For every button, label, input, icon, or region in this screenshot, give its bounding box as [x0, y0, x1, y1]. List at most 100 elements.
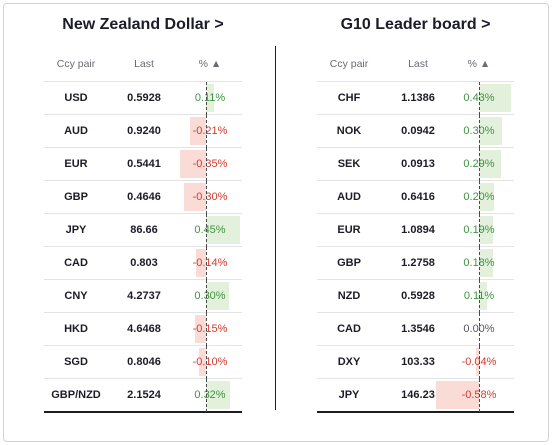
- table-row[interactable]: AUD 0.6416 0.20%: [317, 180, 514, 214]
- zero-baseline: [479, 280, 480, 313]
- last-price-cell: 1.2758: [401, 257, 435, 269]
- col-header-pct-sort[interactable]: % ▲: [198, 58, 222, 70]
- change-bar: [435, 381, 479, 409]
- ccy-pair-cell[interactable]: EUR: [337, 224, 361, 236]
- pct-change-cell: -0.30%: [192, 191, 228, 203]
- change-bar: [479, 150, 501, 178]
- rates-table-nzd: USD 0.5928 0.11% AUD 0.9240 -0.21% EUR 0.5441 -0…: [44, 81, 242, 413]
- change-bar: [195, 249, 206, 277]
- last-price-cell: 0.6416: [401, 191, 435, 203]
- last-price-cell: 86.66: [130, 224, 158, 236]
- table-row[interactable]: DXY 103.33 -0.04%: [317, 345, 514, 379]
- zero-baseline: [206, 379, 207, 412]
- widget-frame: New Zealand Dollar > Ccy pair Last % ▲ U…: [3, 3, 549, 442]
- last-price-cell: 1.0894: [401, 224, 435, 236]
- table-row[interactable]: CAD 0.803 -0.14%: [44, 246, 242, 280]
- ccy-pair-cell[interactable]: NOK: [336, 125, 362, 137]
- change-bar: [479, 282, 488, 310]
- ccy-pair-cell[interactable]: NZD: [337, 290, 361, 302]
- change-bar: [190, 117, 206, 145]
- col-header-pct-sort[interactable]: % ▲: [467, 58, 491, 70]
- ccy-pair-cell[interactable]: CHF: [337, 92, 361, 104]
- pct-change-cell: 0.18%: [463, 257, 495, 269]
- col-header-ccy-pair[interactable]: Ccy pair: [329, 58, 369, 70]
- change-bar: [206, 216, 240, 244]
- table-row[interactable]: NOK 0.0942 0.30%: [317, 114, 514, 148]
- pct-change-cell: -0.35%: [192, 158, 228, 170]
- pct-change-cell: 0.00%: [463, 323, 495, 335]
- change-bar: [206, 381, 230, 409]
- zero-baseline: [479, 214, 480, 247]
- ccy-pair-cell[interactable]: GBP: [64, 191, 88, 203]
- last-price-cell: 146.23: [401, 389, 435, 401]
- zero-baseline: [206, 115, 207, 148]
- pct-change-cell: -0.14%: [192, 257, 228, 269]
- ccy-pair-cell[interactable]: SGD: [64, 356, 88, 368]
- pct-change-cell: 0.43%: [463, 92, 495, 104]
- pct-change-cell: 0.30%: [463, 125, 495, 137]
- pct-change-cell: -0.04%: [461, 356, 497, 368]
- last-price-cell: 4.2737: [127, 290, 161, 302]
- zero-baseline: [479, 346, 480, 379]
- col-header-ccy-pair[interactable]: Ccy pair: [56, 58, 96, 70]
- last-price-cell: 0.803: [130, 257, 158, 269]
- table-row[interactable]: AUD 0.9240 -0.21%: [44, 114, 242, 148]
- table-bottom-rule: [317, 411, 514, 413]
- pct-change-cell: -0.21%: [192, 125, 228, 137]
- pct-change-cell: 0.20%: [463, 191, 495, 203]
- last-price-cell: 2.1524: [127, 389, 161, 401]
- zero-baseline: [206, 247, 207, 280]
- ccy-pair-cell[interactable]: JPY: [65, 224, 87, 236]
- pct-change-cell: 0.30%: [194, 290, 226, 302]
- pct-change-cell: 0.45%: [194, 224, 226, 236]
- table-row[interactable]: CAD 1.3546 0.00%: [317, 312, 514, 346]
- table-row[interactable]: EUR 1.0894 0.19%: [317, 213, 514, 247]
- pct-change-cell: -0.10%: [192, 356, 228, 368]
- table-row[interactable]: SEK 0.0913 0.29%: [317, 147, 514, 181]
- table-row[interactable]: CNY 4.2737 0.30%: [44, 279, 242, 313]
- ccy-pair-cell[interactable]: USD: [64, 92, 88, 104]
- ccy-pair-cell[interactable]: EUR: [64, 158, 88, 170]
- change-bar: [476, 348, 479, 376]
- last-price-cell: 0.5441: [127, 158, 161, 170]
- change-bar: [179, 150, 206, 178]
- ccy-pair-cell[interactable]: JPY: [338, 389, 360, 401]
- table-row[interactable]: EUR 0.5441 -0.35%: [44, 147, 242, 181]
- zero-baseline: [206, 82, 207, 115]
- last-price-cell: 0.5928: [401, 290, 435, 302]
- ccy-pair-cell[interactable]: SEK: [337, 158, 361, 170]
- ccy-pair-cell[interactable]: AUD: [64, 125, 88, 137]
- ccy-pair-cell[interactable]: GBP: [337, 257, 361, 269]
- table-row[interactable]: SGD 0.8046 -0.10%: [44, 345, 242, 379]
- table-row[interactable]: GBP 1.2758 0.18%: [317, 246, 514, 280]
- panel-title-g10-link[interactable]: G10 Leader board >: [340, 16, 491, 33]
- table-bottom-rule: [44, 411, 242, 413]
- table-row[interactable]: JPY 86.66 0.45%: [44, 213, 242, 247]
- zero-baseline: [206, 346, 207, 379]
- pct-change-cell: -0.15%: [192, 323, 228, 335]
- change-bar: [198, 348, 206, 376]
- change-bar: [479, 216, 494, 244]
- table-row[interactable]: GBP/NZD 2.1524 0.32%: [44, 378, 242, 412]
- ccy-pair-cell[interactable]: HKD: [64, 323, 88, 335]
- col-header-last[interactable]: Last: [134, 58, 154, 70]
- col-header-last[interactable]: Last: [408, 58, 428, 70]
- table-row[interactable]: GBP 0.4646 -0.30%: [44, 180, 242, 214]
- ccy-pair-cell[interactable]: AUD: [337, 191, 361, 203]
- rates-table-g10: CHF 1.1386 0.43% NOK 0.0942 0.30% SEK 0.0913 0.2…: [317, 81, 514, 413]
- ccy-pair-cell[interactable]: CAD: [337, 323, 361, 335]
- table-row[interactable]: CHF 1.1386 0.43%: [317, 81, 514, 115]
- zero-baseline: [479, 181, 480, 214]
- change-bar: [194, 315, 206, 343]
- ccy-pair-cell[interactable]: CAD: [64, 257, 88, 269]
- pct-change-cell: -0.58%: [461, 389, 497, 401]
- ccy-pair-cell[interactable]: CNY: [64, 290, 88, 302]
- ccy-pair-cell[interactable]: GBP/NZD: [51, 389, 101, 401]
- table-row[interactable]: NZD 0.5928 0.11%: [317, 279, 514, 313]
- table-row[interactable]: USD 0.5928 0.11%: [44, 81, 242, 115]
- table-row[interactable]: JPY 146.23 -0.58%: [317, 378, 514, 412]
- panel-title-nzd-link[interactable]: New Zealand Dollar >: [62, 16, 224, 33]
- ccy-pair-cell[interactable]: DXY: [337, 356, 361, 368]
- table-row[interactable]: HKD 4.6468 -0.15%: [44, 312, 242, 346]
- change-bar: [206, 282, 229, 310]
